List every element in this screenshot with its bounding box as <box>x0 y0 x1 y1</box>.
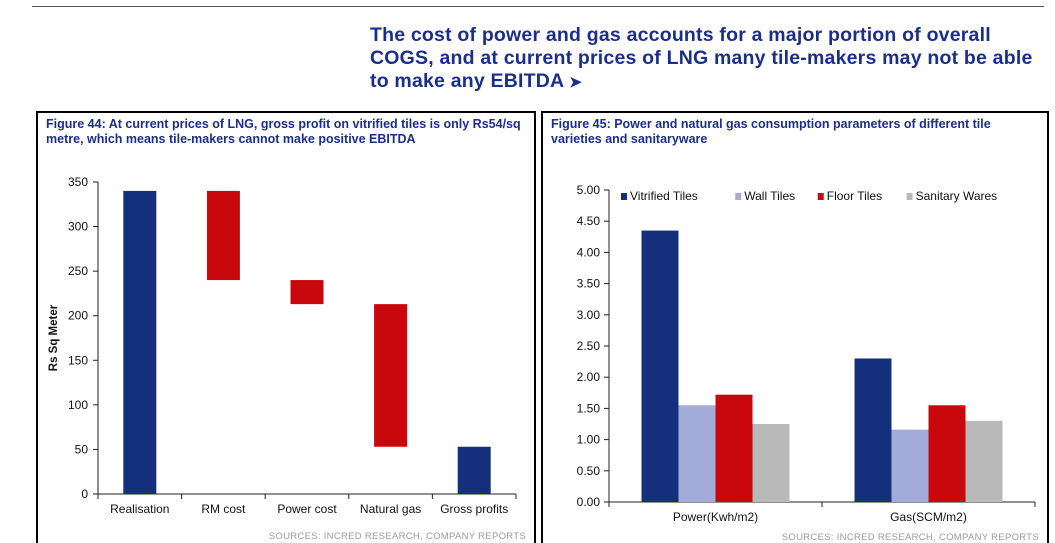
y-tick-label: 50 <box>75 442 89 456</box>
x-tick-label: Power(Kwh/m2) <box>673 510 758 524</box>
x-tick-label: Natural gas <box>360 502 421 516</box>
waterfall-bar <box>290 280 324 305</box>
bar-sanitary-wares <box>965 420 1003 502</box>
waterfall-chart: 0 50 100 150 200 250 300 350 Realisation RM cost P… <box>48 175 517 516</box>
legend-swatch <box>906 193 913 200</box>
x-tick-label: Power cost <box>277 502 337 516</box>
legend-label: Vitrified Tiles <box>630 189 698 203</box>
y-tick-label: 2.50 <box>577 339 601 353</box>
y-tick-label: 1.50 <box>577 401 601 415</box>
arrow-right-icon: ➤ <box>569 74 582 91</box>
figure-44-panel: 0 50 100 150 200 250 300 350 Realisation RM cost P… <box>36 111 536 543</box>
y-tick-label: 300 <box>68 220 88 234</box>
y-tick-label: 100 <box>68 398 88 412</box>
y-tick-label: 350 <box>68 175 88 189</box>
y-tick-label: 3.50 <box>577 277 601 291</box>
y-tick-label: 200 <box>68 309 88 323</box>
grouped-bar-chart: 0.00 0.50 1.00 1.50 2.00 2.50 3.00 3.50 4.00 4.50… <box>577 183 1036 524</box>
legend-label: Wall Tiles <box>744 189 795 203</box>
legend-label: Sanitary Wares <box>916 189 998 203</box>
y-tick-label: 0 <box>81 487 88 501</box>
figure-45-source: SOURCES: INCRED RESEARCH, COMPANY REPORT… <box>781 532 1039 543</box>
legend-swatch <box>817 193 824 200</box>
headline-text: The cost of power and gas accounts for a… <box>370 24 1033 92</box>
waterfall-bar <box>457 446 491 494</box>
x-tick-label: Realisation <box>110 502 169 516</box>
y-axis-label: Rs Sq Meter <box>48 304 60 371</box>
bar-sanitary-wares <box>752 424 790 502</box>
x-tick-label: RM cost <box>201 502 246 516</box>
bar-vitrified-tiles <box>854 358 892 502</box>
figure-45-title: Figure 45: Power and natural gas consump… <box>551 117 991 146</box>
y-tick-label: 3.00 <box>577 308 601 322</box>
bar-floor-tiles <box>928 405 966 502</box>
y-tick-label: 1.00 <box>577 433 601 447</box>
y-tick-label: 4.00 <box>577 245 601 259</box>
y-tick-label: 4.50 <box>577 214 601 228</box>
figure-44-source: SOURCES: INCRED RESEARCH, COMPANY REPORT… <box>268 531 526 542</box>
y-tick-label: 0.00 <box>577 495 601 509</box>
y-tick-label: 150 <box>68 353 88 367</box>
legend-swatch <box>621 193 627 200</box>
y-tick-label: 250 <box>68 264 88 278</box>
bar-wall-tiles <box>678 405 716 502</box>
bar-wall-tiles <box>891 429 929 502</box>
bar-vitrified-tiles <box>641 230 679 502</box>
waterfall-bar <box>374 304 408 447</box>
x-tick-label: Gross profits <box>440 502 508 516</box>
y-tick-label: 5.00 <box>577 183 601 197</box>
headline: The cost of power and gas accounts for a… <box>370 24 1040 94</box>
x-tick-label: Gas(SCM/m2) <box>890 510 967 524</box>
figure-44-title: Figure 44: At current prices of LNG, gro… <box>46 117 521 146</box>
bar-floor-tiles <box>715 394 753 502</box>
legend-swatch <box>735 193 742 200</box>
legend-label: Floor Tiles <box>827 189 882 203</box>
y-tick-label: 0.50 <box>577 464 601 478</box>
y-tick-label: 2.00 <box>577 370 601 384</box>
figure-45-panel: 0.00 0.50 1.00 1.50 2.00 2.50 3.00 3.50 4.00 4.50… <box>541 111 1049 543</box>
waterfall-bar <box>206 190 240 281</box>
waterfall-bar <box>123 190 157 494</box>
top-rule <box>32 6 1044 7</box>
